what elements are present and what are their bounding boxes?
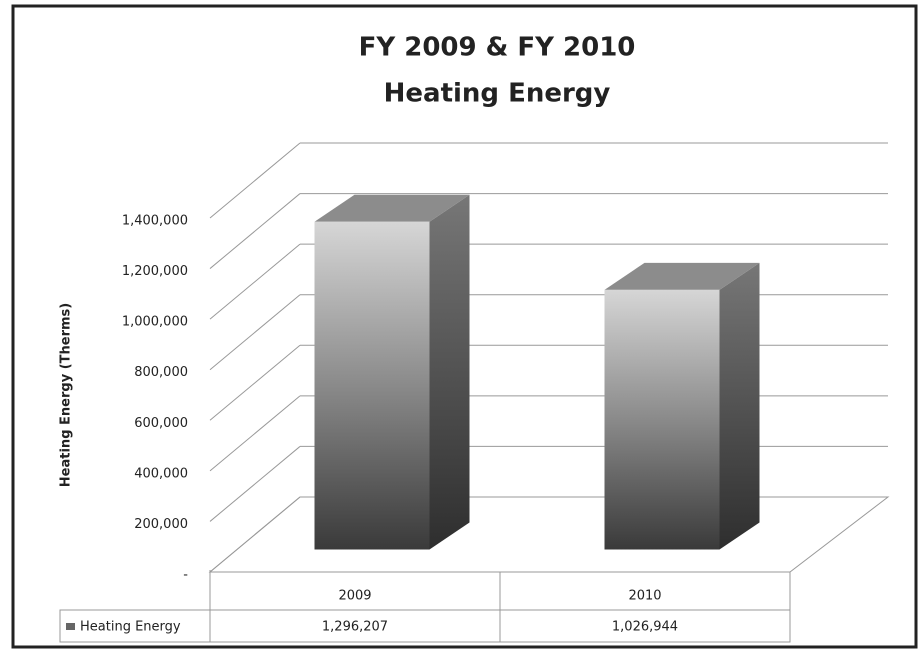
y-tick-label: 600,000 — [134, 416, 188, 431]
data-label: 1,026,944 — [612, 620, 678, 635]
bar — [604, 289, 720, 550]
x-tick-label: 2009 — [338, 589, 371, 604]
y-tick-label: 400,000 — [134, 466, 188, 481]
grid-line — [209, 142, 301, 219]
bar-side — [429, 194, 470, 550]
legend-swatch — [66, 623, 75, 630]
y-tick-label: 200,000 — [134, 517, 188, 532]
x-tick-label: 2010 — [628, 589, 661, 604]
y-tick-label: 1,000,000 — [122, 315, 188, 330]
grid-line — [209, 344, 301, 421]
data-label: 1,296,207 — [322, 620, 388, 635]
bar — [314, 221, 430, 550]
legend-label: Heating Energy — [80, 620, 181, 635]
chart-title: Heating Energy — [384, 79, 611, 109]
bar-top — [604, 262, 760, 290]
grid-line — [209, 496, 301, 573]
bar-side — [719, 262, 760, 550]
y-tick-label: 800,000 — [134, 365, 188, 380]
y-axis-label: Heating Energy (Therms) — [59, 303, 74, 487]
grid-line — [209, 294, 301, 371]
y-tick-label: - — [183, 568, 188, 583]
grid-line — [209, 446, 301, 522]
chart-title: FY 2009 & FY 2010 — [359, 33, 636, 63]
grid-line — [209, 193, 301, 269]
grid-line — [209, 395, 301, 472]
bar-top — [314, 194, 470, 222]
y-tick-label: 1,400,000 — [122, 214, 188, 229]
y-tick-label: 1,200,000 — [122, 264, 188, 279]
grid-line — [209, 243, 301, 320]
table-cell — [499, 609, 791, 643]
